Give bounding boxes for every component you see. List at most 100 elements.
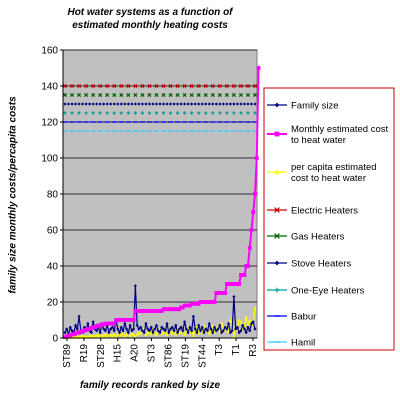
legend-label-8: Hamil bbox=[291, 338, 315, 349]
series-0-point-45 bbox=[142, 331, 146, 335]
series-0-point-43 bbox=[139, 325, 143, 329]
series-2-point-108 bbox=[253, 306, 257, 310]
series-0-point-61 bbox=[170, 325, 174, 329]
series-1-point-39 bbox=[131, 318, 136, 322]
series-0-point-7 bbox=[75, 327, 79, 331]
series-0-point-86 bbox=[214, 329, 218, 333]
legend-box bbox=[263, 87, 395, 351]
series-2-point-30 bbox=[116, 332, 120, 336]
series-0-point-95 bbox=[230, 329, 234, 333]
series-6-point-20 bbox=[98, 111, 102, 115]
series-5-point-24 bbox=[105, 102, 109, 106]
series-3-point-4 bbox=[69, 83, 75, 89]
series-2-point-23 bbox=[103, 332, 108, 336]
series-2-point-26 bbox=[109, 333, 113, 337]
series-5-point-78 bbox=[200, 102, 204, 106]
series-0-point-4 bbox=[70, 329, 74, 333]
series-0-point-94 bbox=[228, 331, 232, 335]
series-0-point-87 bbox=[216, 327, 220, 331]
series-3-point-76 bbox=[196, 83, 201, 89]
series-3-point-12 bbox=[84, 83, 89, 89]
series-5-point-66 bbox=[179, 102, 183, 106]
series-0-point-28 bbox=[112, 329, 116, 333]
series-5-point-50 bbox=[151, 102, 155, 106]
series-1-point-104 bbox=[246, 264, 250, 268]
series-5-point-0 bbox=[63, 102, 67, 106]
series-0-point-41 bbox=[135, 323, 139, 327]
series-0-point-75 bbox=[195, 331, 199, 335]
series-6-point-48 bbox=[147, 111, 152, 115]
series-0-point-69 bbox=[184, 327, 188, 331]
legend-label-6: One-Eye Heaters bbox=[291, 286, 365, 297]
legend-item-6: One-Eye Heaters bbox=[267, 286, 365, 297]
series-5-point-74 bbox=[193, 102, 197, 106]
series-2-point-52 bbox=[154, 332, 159, 336]
series-5-point-42 bbox=[137, 102, 141, 106]
series-0-point-92 bbox=[225, 327, 229, 331]
legend-item-8: Hamil bbox=[267, 338, 315, 349]
series-5-point-68 bbox=[183, 102, 187, 106]
y-tick-label-80: 80 bbox=[47, 190, 59, 201]
series-5-point-52 bbox=[154, 102, 159, 106]
x-tick-label-2: ST28 bbox=[96, 344, 107, 368]
series-3-point-68 bbox=[182, 83, 187, 89]
series-2-point-100 bbox=[239, 320, 243, 324]
series-0-point-79 bbox=[202, 331, 206, 335]
series-5-point-18 bbox=[95, 102, 99, 106]
series-5-point-90 bbox=[221, 102, 225, 106]
series-4-point-84 bbox=[210, 92, 215, 98]
series-4-point-28 bbox=[112, 92, 117, 98]
series-6 bbox=[63, 111, 257, 115]
series-5-point-92 bbox=[225, 102, 229, 106]
series-4-point-60 bbox=[168, 92, 173, 98]
legend-label-4: Gas Heaters bbox=[291, 232, 345, 243]
series-1-point-28 bbox=[112, 321, 117, 326]
series-2-point-63 bbox=[174, 332, 178, 336]
series-5-point-30 bbox=[116, 102, 120, 106]
legend-label-7: Babur bbox=[291, 312, 316, 323]
series-6-point-56 bbox=[161, 111, 166, 115]
series-2-point-49 bbox=[149, 331, 153, 336]
series-0-point-63 bbox=[174, 323, 178, 327]
series-5-point-102 bbox=[242, 102, 247, 106]
series-3-point-92 bbox=[224, 83, 229, 89]
series-6-point-52 bbox=[154, 111, 159, 115]
x-axis: ST89 R19 ST28 H15 A20 ST3 ST86 ST19 ST44 T3 T1 R3 bbox=[62, 337, 259, 368]
series-4-point-104 bbox=[245, 92, 251, 98]
series-0-point-50 bbox=[151, 331, 155, 335]
series-2-point-66 bbox=[179, 331, 183, 335]
series-2-point-33 bbox=[121, 331, 125, 336]
series-2-point-58 bbox=[165, 332, 169, 336]
y-tick-label-160: 160 bbox=[41, 46, 58, 57]
series-3-point-16 bbox=[91, 83, 96, 89]
series-0-point-74 bbox=[193, 327, 197, 331]
series-4-point-40 bbox=[133, 92, 138, 98]
series-2-point-71 bbox=[188, 331, 192, 335]
series-0-point-3 bbox=[68, 325, 72, 329]
series-2-point-99 bbox=[237, 318, 241, 322]
series-0-point-53 bbox=[156, 329, 160, 333]
series-2-point-32 bbox=[119, 333, 123, 337]
series-2-point-15 bbox=[89, 333, 93, 337]
series-0-point-55 bbox=[160, 325, 164, 329]
series-0-point-88 bbox=[218, 323, 222, 327]
series-0-point-85 bbox=[212, 325, 217, 329]
series-3-point-84 bbox=[210, 83, 215, 89]
series-0-point-16 bbox=[91, 320, 95, 324]
series-0-point-51 bbox=[153, 327, 157, 331]
series-0-point-30 bbox=[116, 327, 120, 331]
series-3-point-72 bbox=[189, 83, 194, 89]
series-1-point-106 bbox=[249, 228, 254, 232]
legend-label-5: Stove Heaters bbox=[291, 259, 351, 270]
x-tick-label-3: H15 bbox=[113, 344, 124, 363]
series-6-point-4 bbox=[70, 111, 74, 115]
series-3-point-100 bbox=[238, 83, 243, 89]
series-0-point-34 bbox=[123, 322, 127, 326]
series-0-point-56 bbox=[161, 327, 166, 331]
plot-area bbox=[62, 49, 261, 340]
series-3-point-0 bbox=[62, 83, 68, 89]
series-5-point-8 bbox=[77, 102, 81, 106]
series-5-point-40 bbox=[133, 102, 137, 106]
series-5-point-70 bbox=[186, 102, 190, 106]
